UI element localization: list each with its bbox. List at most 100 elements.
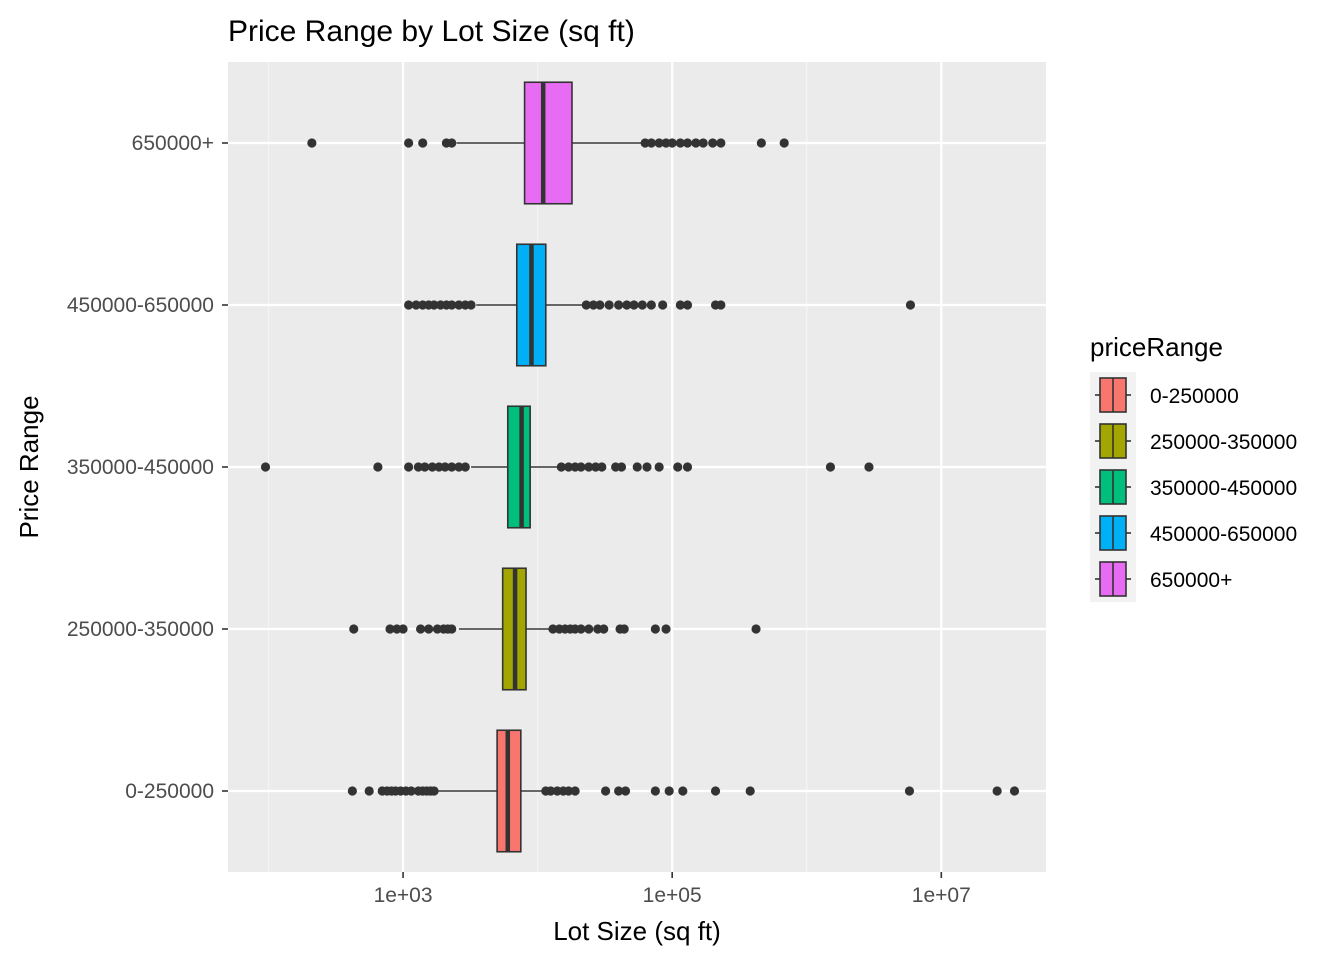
outlier-point [864, 462, 874, 472]
y-tick-label: 650000+ [132, 132, 214, 155]
x-tick-label: 1e+07 [912, 884, 971, 907]
outlier-point [447, 138, 457, 148]
outlier-point [404, 462, 414, 472]
legend-label: 250000-350000 [1150, 431, 1297, 454]
outlier-point [576, 624, 586, 634]
outlier-point [427, 462, 437, 472]
outlier-point [673, 462, 683, 472]
outlier-point [420, 462, 430, 472]
outlier-point [632, 462, 642, 472]
legend-label: 0-250000 [1150, 385, 1239, 408]
outlier-point [597, 462, 607, 472]
outlier-point [661, 624, 671, 634]
legend-item-250000-350000: 250000-350000 [1095, 423, 1297, 459]
outlier-point [576, 462, 586, 472]
outlier-point [650, 786, 660, 796]
outlier-point [614, 786, 624, 796]
outlier-point [675, 300, 685, 310]
outlier-point [664, 786, 674, 796]
iqr-box [523, 81, 573, 205]
outlier-point [658, 300, 668, 310]
outlier-point [745, 786, 755, 796]
outlier-point [708, 138, 718, 148]
y-tick-label: 350000-450000 [67, 456, 214, 479]
outlier-point [307, 138, 317, 148]
outlier-point [454, 462, 464, 472]
box-250000-350000 [349, 567, 761, 691]
outlier-point [260, 462, 271, 472]
legend-items: 0-250000 250000-350000 350000-450000 450000… [1090, 372, 1297, 602]
boxes-layer [260, 81, 1020, 853]
outlier-point [1009, 786, 1020, 796]
outlier-point [548, 624, 558, 634]
outlier-point [424, 624, 434, 634]
legend: priceRange 0-250000 250000-350000 350000-4… [1090, 332, 1297, 602]
outlier-point [564, 786, 574, 796]
outlier-point [698, 138, 708, 148]
outlier-point [691, 138, 701, 148]
outlier-point [675, 138, 685, 148]
outlier-point [406, 786, 416, 796]
x-axis: 1e+03 1e+05 1e+07 [374, 872, 971, 907]
y-axis-title: Price Range [14, 395, 44, 538]
outlier-point [364, 786, 374, 796]
outlier-point [429, 300, 439, 310]
outlier-point [581, 300, 591, 310]
x-axis-title: Lot Size (sq ft) [553, 916, 721, 946]
outlier-point [564, 462, 574, 472]
x-tick-label: 1e+03 [374, 884, 433, 907]
outlier-point [404, 300, 414, 310]
outlier-point [682, 138, 693, 148]
legend-title: priceRange [1090, 332, 1223, 362]
legend-item-0-250000: 0-250000 [1095, 377, 1239, 413]
outlier-point [614, 300, 624, 310]
outlier-point [460, 462, 470, 472]
outlier-point [584, 462, 594, 472]
outlier-point [600, 786, 611, 796]
outlier-point [629, 300, 639, 310]
outlier-point [710, 786, 721, 796]
outlier-point [905, 300, 916, 310]
iqr-box [506, 405, 531, 529]
outlier-point [751, 624, 761, 634]
outlier-point [411, 300, 421, 310]
outlier-point [416, 624, 426, 634]
outlier-point [622, 300, 632, 310]
outlier-point [620, 786, 631, 796]
legend-item-350000-450000: 350000-450000 [1095, 469, 1297, 505]
outlier-point [595, 300, 605, 310]
outlier-point [667, 138, 677, 148]
outlier-point [779, 138, 789, 148]
outlier-point [716, 300, 726, 310]
outlier-point [992, 786, 1002, 796]
legend-label: 450000-650000 [1150, 523, 1297, 546]
outlier-point [413, 462, 423, 472]
box-650000+ [307, 81, 789, 205]
outlier-point [637, 300, 647, 310]
outlier-point [642, 462, 652, 472]
outlier-point [650, 624, 660, 634]
outlier-point [682, 300, 693, 310]
outlier-point [385, 624, 395, 634]
outlier-point [904, 786, 915, 796]
outlier-point [373, 462, 383, 472]
x-tick-label: 1e+05 [643, 884, 702, 907]
chart-title: Price Range by Lot Size (sq ft) [228, 15, 635, 48]
outlier-point [556, 462, 566, 472]
outlier-point [347, 786, 357, 796]
outlier-point [466, 300, 476, 310]
outlier-point [616, 462, 627, 472]
outlier-point [646, 138, 656, 148]
box-0-250000 [347, 729, 1020, 853]
box-350000-450000 [260, 405, 874, 529]
legend-item-650000+: 650000+ [1095, 561, 1232, 597]
box-450000-650000 [404, 243, 916, 367]
outlier-point [418, 138, 428, 148]
outlier-point [429, 786, 439, 796]
outlier-point [654, 138, 664, 148]
outlier-point [447, 300, 457, 310]
outlier-point [825, 462, 836, 472]
outlier-point [398, 624, 408, 634]
